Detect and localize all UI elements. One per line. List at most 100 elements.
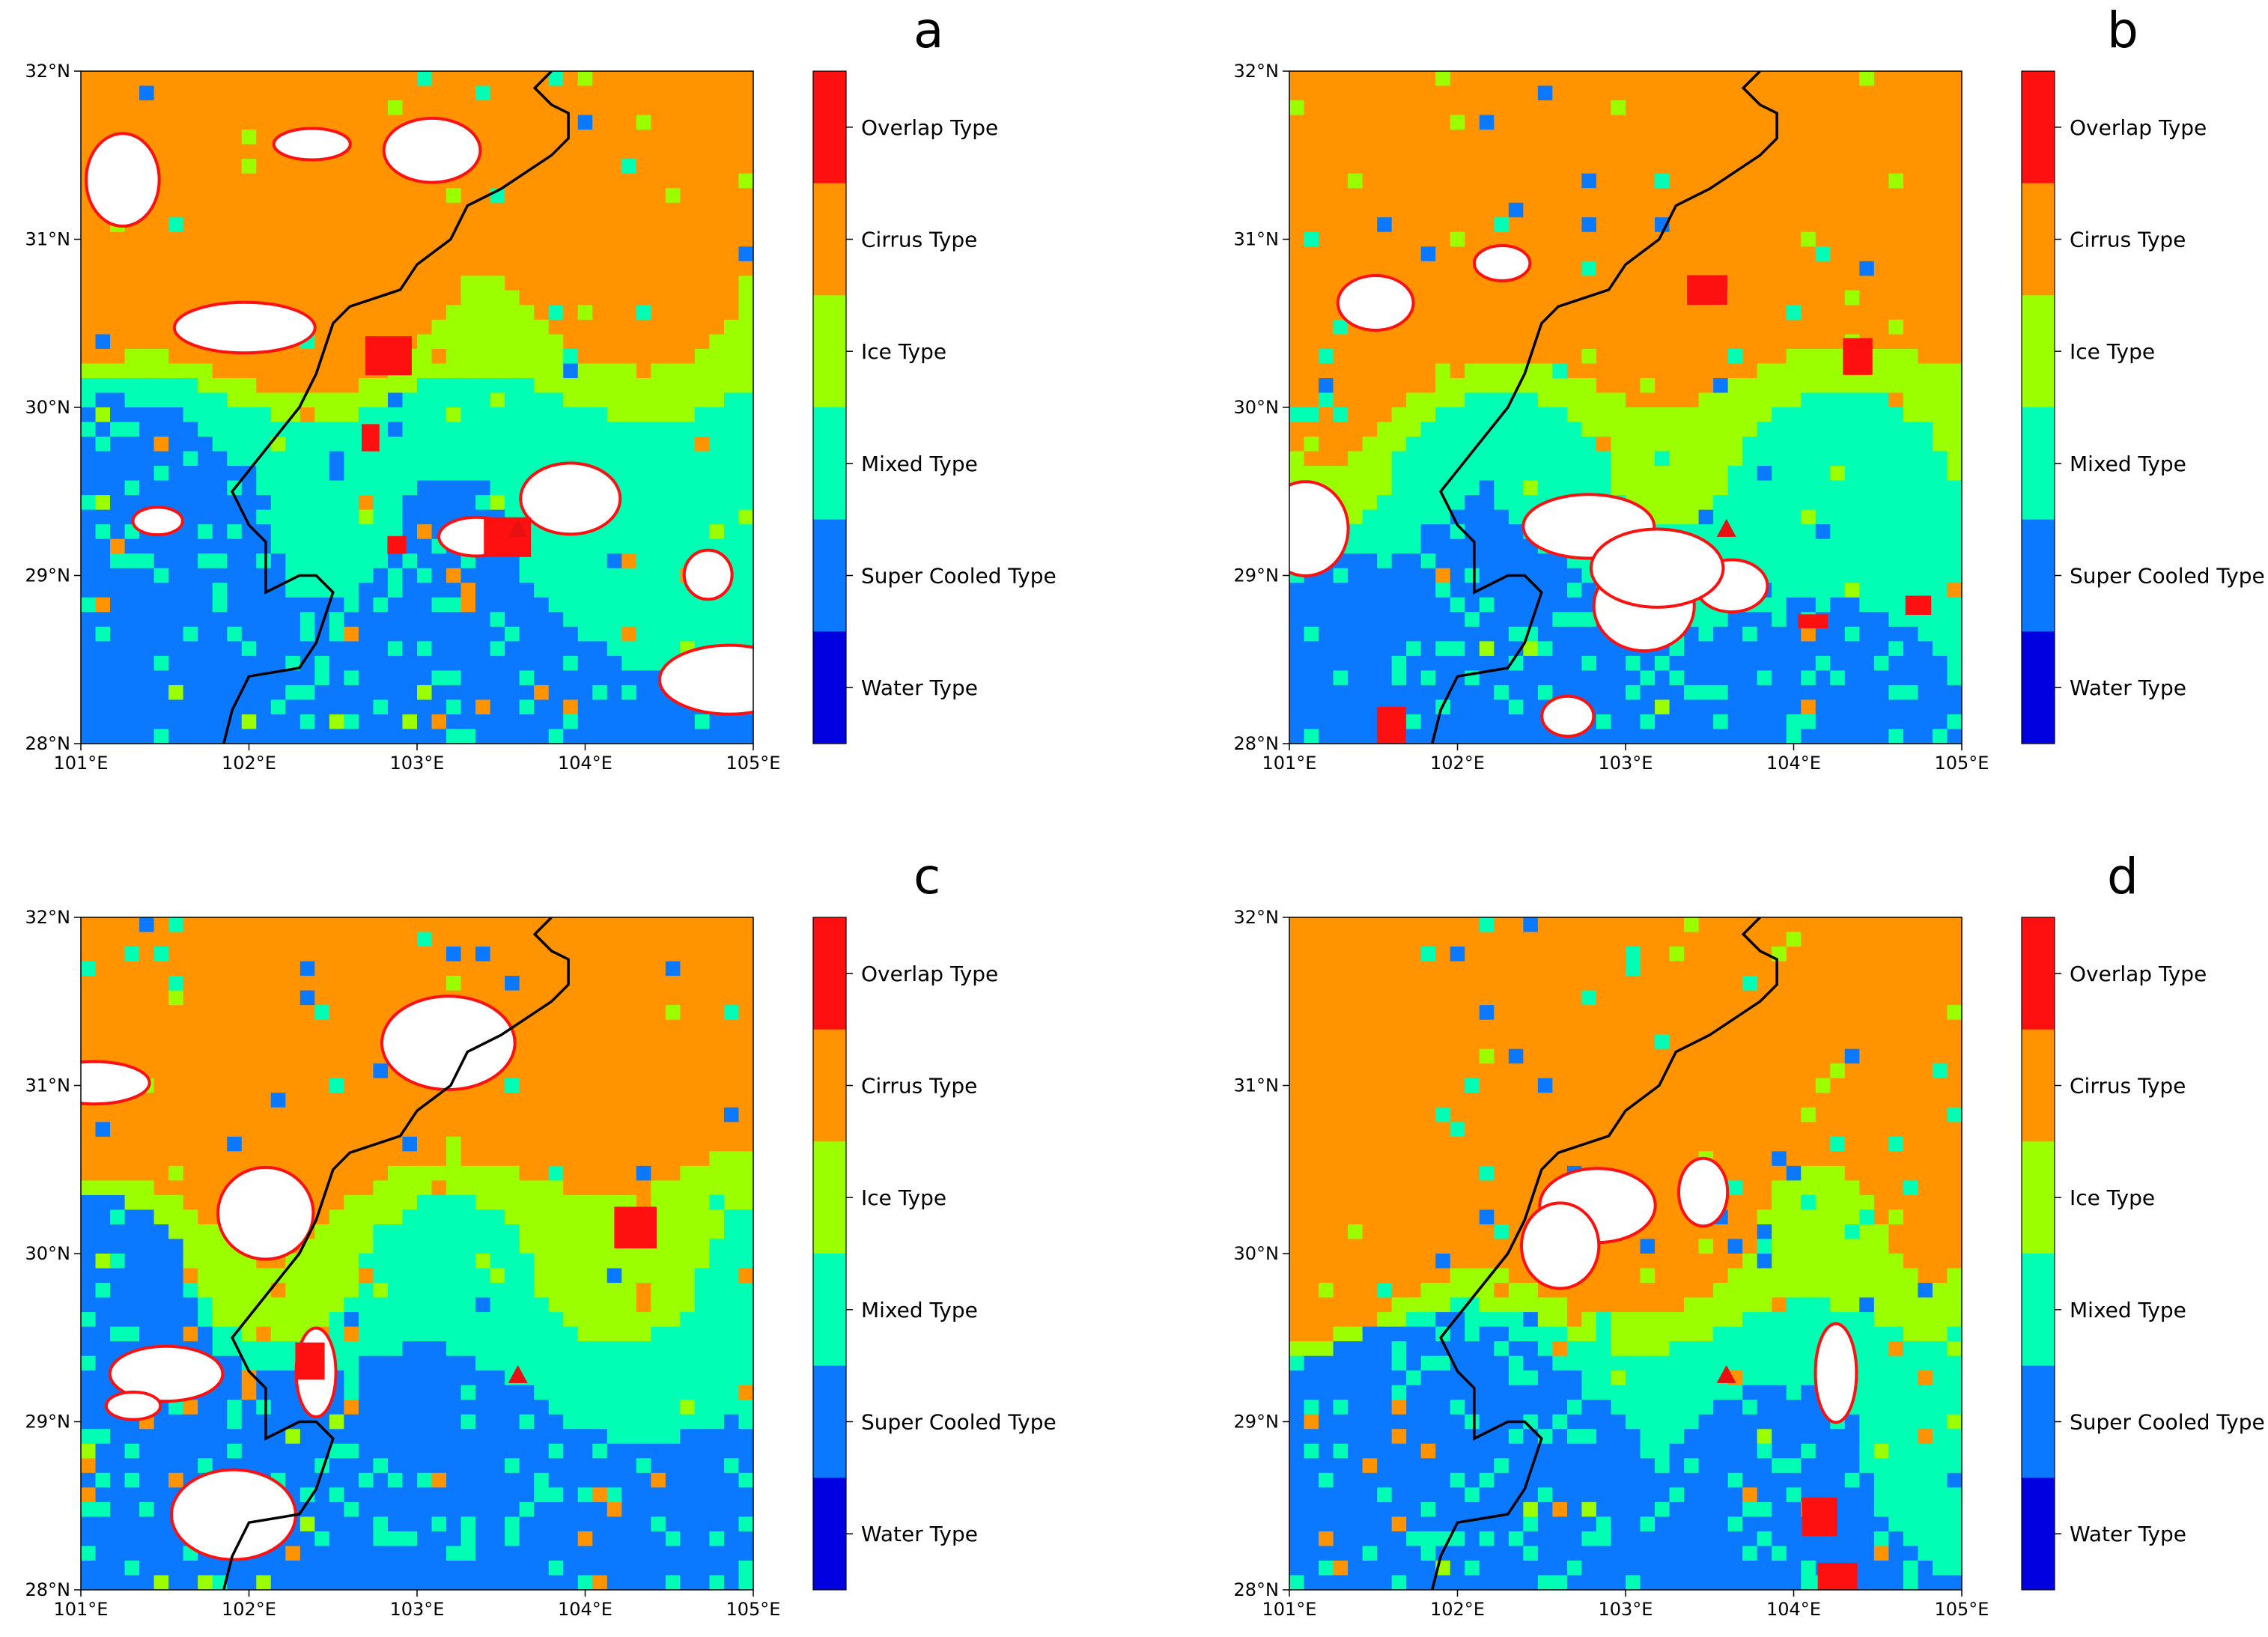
x-tick-label: 103°E	[1599, 1599, 1653, 1620]
colorbar-label: Water Type	[861, 1522, 978, 1546]
colorbar-segment	[2022, 519, 2055, 632]
y-tick-label: 28°N	[25, 733, 71, 754]
station-marker	[508, 518, 528, 537]
colorbar-segment	[813, 183, 846, 296]
x-tick-label: 101°E	[1262, 753, 1317, 774]
boundary-line	[222, 917, 570, 1590]
colorbar-segment	[813, 1029, 846, 1142]
boundary-line	[222, 71, 570, 744]
y-tick-label: 29°N	[1234, 565, 1280, 586]
colorbar-label: Cirrus Type	[2070, 228, 2186, 252]
y-tick-label: 32°N	[25, 61, 71, 82]
colorbar-label: Super Cooled Type	[2070, 1410, 2265, 1435]
map-svg: 101°E 102°E 103°E 104°E 105°E 28°N 29°N 30°N 31°…	[25, 61, 1057, 774]
colorbar-segment	[2022, 1365, 2055, 1478]
cloud-type-field	[81, 71, 753, 744]
panel-letter: a	[913, 1, 944, 59]
map-panel-a: a 101°E 102°E 103°E 104°E 105°E 28°N 29°N 30°N 31…	[0, 0, 1059, 791]
y-tick-label: 28°N	[1234, 733, 1280, 754]
station-marker	[1716, 1364, 1736, 1383]
colorbar-segment	[813, 917, 846, 1030]
colorbar-label: Ice Type	[861, 339, 946, 364]
colorbar-label: Overlap Type	[2070, 115, 2207, 140]
y-tick-label: 32°N	[25, 907, 71, 928]
y-tick-label: 31°N	[1234, 229, 1280, 250]
colorbar-label: Ice Type	[861, 1185, 946, 1210]
x-tick-label: 101°E	[54, 1599, 109, 1620]
y-tick-label: 28°N	[25, 1579, 71, 1600]
x-tick-label: 104°E	[558, 1599, 612, 1620]
colorbar-segment	[2022, 1254, 2055, 1367]
colorbar-segment	[2022, 71, 2055, 184]
colorbar-label: Cirrus Type	[2070, 1074, 2186, 1099]
y-tick-label: 30°N	[1234, 1243, 1280, 1264]
station-marker	[508, 1364, 528, 1383]
x-tick-label: 105°E	[726, 1599, 781, 1620]
colorbar-label: Cirrus Type	[861, 228, 977, 252]
x-tick-label: 104°E	[1766, 753, 1821, 774]
y-tick-label: 29°N	[25, 1412, 71, 1433]
colorbar-label: Super Cooled Type	[861, 564, 1057, 589]
y-tick-label: 29°N	[1234, 1412, 1280, 1433]
x-tick-label: 101°E	[1262, 1599, 1317, 1620]
boundary-line	[1431, 917, 1778, 1590]
map-svg: 101°E 102°E 103°E 104°E 105°E 28°N 29°N 30°N 31°…	[25, 907, 1057, 1620]
colorbar-label: Mixed Type	[2070, 452, 2186, 476]
boundary-line	[1431, 71, 1778, 744]
panel-letter: b	[2107, 1, 2138, 59]
colorbar-label: Ice Type	[2070, 339, 2155, 364]
colorbar-segment	[2022, 1029, 2055, 1142]
colorbar-segment	[813, 631, 846, 744]
colorbar-segment	[813, 295, 846, 408]
x-tick-label: 103°E	[1599, 753, 1653, 774]
map-svg: 101°E 102°E 103°E 104°E 105°E 28°N 29°N 30°N 31°…	[1234, 61, 2265, 774]
y-tick-label: 31°N	[25, 229, 71, 250]
colorbar-label: Super Cooled Type	[861, 1410, 1057, 1435]
x-tick-label: 104°E	[558, 753, 612, 774]
cloud-type-field	[1289, 71, 1962, 744]
colorbar-label: Overlap Type	[861, 962, 998, 986]
colorbar-segment	[813, 407, 846, 520]
cloud-type-field	[1289, 917, 1962, 1590]
station-marker	[1716, 518, 1736, 537]
x-tick-label: 102°E	[1430, 1599, 1485, 1620]
x-tick-label: 105°E	[1935, 753, 1989, 774]
x-tick-label: 102°E	[1430, 753, 1485, 774]
colorbar-segment	[2022, 917, 2055, 1030]
panel-letter: c	[913, 848, 941, 905]
colorbar-segment	[2022, 1477, 2055, 1591]
x-tick-label: 103°E	[390, 753, 445, 774]
colorbar-segment	[2022, 631, 2055, 744]
colorbar-label: Super Cooled Type	[2070, 564, 2265, 589]
colorbar-label: Overlap Type	[2070, 962, 2207, 986]
colorbar-label: Water Type	[861, 675, 978, 700]
y-tick-label: 32°N	[1234, 907, 1280, 928]
y-tick-label: 30°N	[1234, 397, 1280, 418]
x-tick-label: 104°E	[1766, 1599, 1821, 1620]
colorbar-label: Overlap Type	[861, 115, 998, 140]
colorbar-segment	[2022, 183, 2055, 296]
cloud-type-field	[81, 917, 753, 1590]
y-tick-label: 31°N	[25, 1075, 71, 1096]
y-tick-label: 30°N	[25, 397, 71, 418]
x-tick-label: 105°E	[1935, 1599, 1989, 1620]
y-tick-label: 29°N	[25, 565, 71, 586]
colorbar-label: Mixed Type	[861, 452, 978, 476]
y-tick-label: 31°N	[1234, 1075, 1280, 1096]
colorbar-segment	[2022, 407, 2055, 520]
colorbar-segment	[813, 1477, 846, 1591]
x-tick-label: 102°E	[222, 753, 276, 774]
map-panel-b: b 101°E 102°E 103°E 104°E 105°E 28°N 29°N 30°N 31…	[1209, 0, 2268, 791]
x-tick-label: 103°E	[390, 1599, 445, 1620]
x-tick-label: 102°E	[222, 1599, 276, 1620]
colorbar-segment	[813, 1254, 846, 1367]
colorbar-label: Cirrus Type	[861, 1074, 977, 1099]
map-panel-c: c 101°E 102°E 103°E 104°E 105°E 28°N 29°N 30°N 31…	[0, 846, 1059, 1637]
y-tick-label: 28°N	[1234, 1579, 1280, 1600]
colorbar-segment	[813, 1141, 846, 1254]
x-tick-label: 105°E	[726, 753, 781, 774]
colorbar-label: Mixed Type	[861, 1298, 978, 1322]
y-tick-label: 32°N	[1234, 61, 1280, 82]
colorbar-segment	[2022, 1141, 2055, 1254]
colorbar-label: Water Type	[2070, 675, 2186, 700]
